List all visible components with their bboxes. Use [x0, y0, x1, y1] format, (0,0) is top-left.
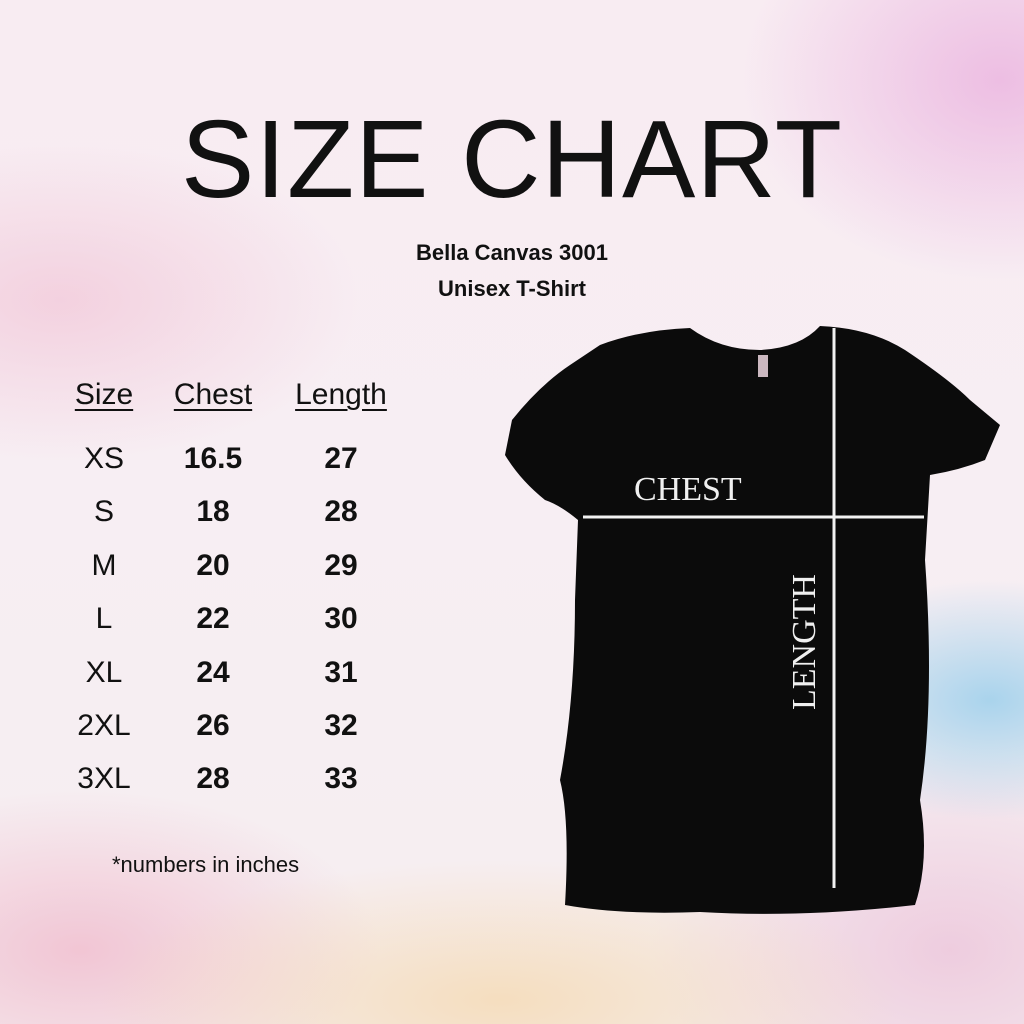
length-label: LENGTH: [786, 574, 823, 710]
size-cell: S: [93, 495, 114, 528]
length-cell: 27: [324, 442, 358, 475]
product-type: Unisex T-Shirt: [438, 276, 586, 301]
size-cell: L: [95, 602, 113, 635]
size-cell: M: [91, 549, 117, 582]
column-header-length: Length: [295, 378, 387, 411]
column-header-size: Size: [74, 378, 134, 411]
label-tag: [758, 355, 768, 377]
size-cell: 3XL: [77, 762, 131, 795]
chest-cell: 16.5: [183, 442, 243, 475]
length-cell: 32: [324, 709, 358, 742]
chest-cell: 28: [196, 762, 230, 795]
tshirt-image: [505, 326, 1000, 914]
size-cell: XS: [83, 442, 125, 475]
chest-cell: 24: [196, 656, 230, 689]
chest-cell: 20: [196, 549, 230, 582]
length-cell: 33: [324, 762, 358, 795]
footnote: *numbers in inches: [112, 852, 300, 877]
chest-label: CHEST: [634, 471, 742, 508]
length-cell: 31: [324, 656, 358, 689]
chest-cell: 22: [196, 602, 230, 635]
chest-cell: 18: [196, 495, 230, 528]
column-header-chest: Chest: [173, 378, 253, 411]
size-cell: XL: [85, 656, 123, 689]
product-name: Bella Canvas 3001: [415, 240, 609, 265]
page-title: SIZE CHART: [181, 98, 843, 221]
length-cell: 29: [324, 549, 358, 582]
length-cell: 30: [324, 602, 358, 635]
length-cell: 28: [324, 495, 358, 528]
size-cell: 2XL: [77, 709, 131, 742]
chest-cell: 26: [196, 709, 230, 742]
